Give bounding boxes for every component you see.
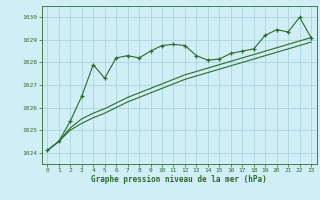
X-axis label: Graphe pression niveau de la mer (hPa): Graphe pression niveau de la mer (hPa) [91,175,267,184]
